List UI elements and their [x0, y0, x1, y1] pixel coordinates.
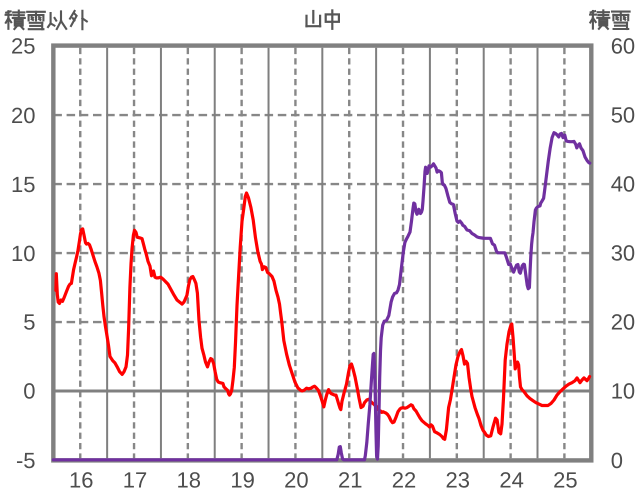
svg-text:19: 19 [230, 468, 254, 493]
svg-text:20: 20 [284, 468, 308, 493]
svg-text:20: 20 [11, 103, 35, 128]
svg-text:17: 17 [123, 468, 147, 493]
svg-text:10: 10 [11, 241, 35, 266]
svg-text:50: 50 [611, 103, 635, 128]
svg-text:25: 25 [11, 33, 35, 58]
svg-text:18: 18 [177, 468, 201, 493]
svg-text:20: 20 [611, 310, 635, 335]
svg-text:24: 24 [499, 468, 523, 493]
svg-text:16: 16 [69, 468, 93, 493]
svg-text:15: 15 [11, 172, 35, 197]
svg-text:10: 10 [611, 379, 635, 404]
svg-text:5: 5 [23, 310, 35, 335]
svg-text:0: 0 [23, 379, 35, 404]
svg-text:21: 21 [338, 468, 362, 493]
svg-text:60: 60 [611, 33, 635, 58]
svg-text:22: 22 [392, 468, 416, 493]
svg-text:40: 40 [611, 172, 635, 197]
svg-text:0: 0 [611, 448, 623, 473]
svg-text:23: 23 [446, 468, 470, 493]
svg-text:30: 30 [611, 241, 635, 266]
svg-text:25: 25 [553, 468, 577, 493]
svg-text:-5: -5 [16, 448, 36, 473]
